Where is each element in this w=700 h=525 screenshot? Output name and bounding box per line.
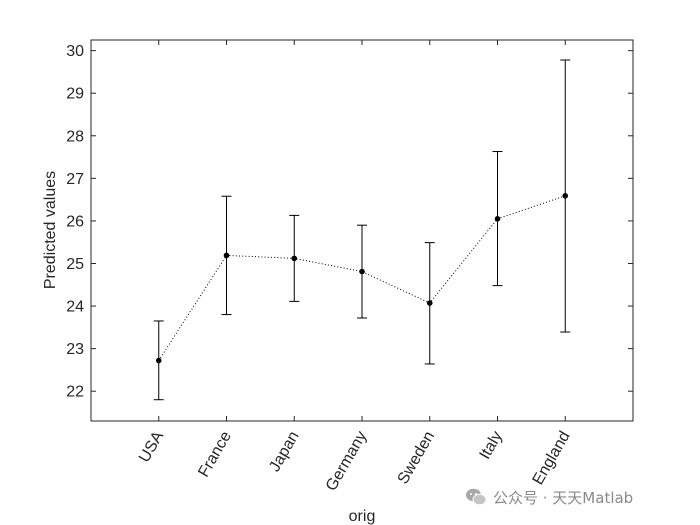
watermark-text: 公众号 · 天天Matlab <box>493 488 634 507</box>
x-tick-label: Sweden <box>395 429 439 488</box>
data-point <box>359 268 365 275</box>
data-point <box>155 357 162 364</box>
y-axis: 22 23 24 25 26 27 28 29 30 <box>66 43 633 401</box>
y-tick-label: 25 <box>66 256 84 273</box>
wechat-icon <box>466 488 487 506</box>
x-tick-label: Japan <box>266 429 303 475</box>
y-tick-label: 26 <box>66 213 84 230</box>
data-point <box>291 255 298 262</box>
x-tick-label: England <box>530 429 574 488</box>
y-tick-label: 22 <box>66 384 84 401</box>
watermark: 公众号 · 天天Matlab <box>465 486 633 508</box>
x-tick-label: Italy <box>477 429 506 463</box>
y-tick-label: 30 <box>66 43 84 60</box>
data-point <box>426 300 433 306</box>
y-tick-label: 28 <box>66 128 84 145</box>
x-axis-label: orig <box>349 508 376 525</box>
y-tick-label: 24 <box>66 299 84 316</box>
x-tick-label: Germany <box>323 429 371 494</box>
y-axis-label: Predicted values <box>42 171 59 289</box>
x-tick-label: France <box>195 428 235 480</box>
plot-marks <box>153 59 571 401</box>
y-tick-label: 29 <box>66 86 84 103</box>
y-tick-label: 23 <box>66 341 84 358</box>
data-point <box>223 252 230 259</box>
y-tick-label: 27 <box>66 171 84 188</box>
x-tick-label: USA <box>136 428 167 465</box>
data-point <box>494 215 501 222</box>
data-point <box>562 193 569 199</box>
